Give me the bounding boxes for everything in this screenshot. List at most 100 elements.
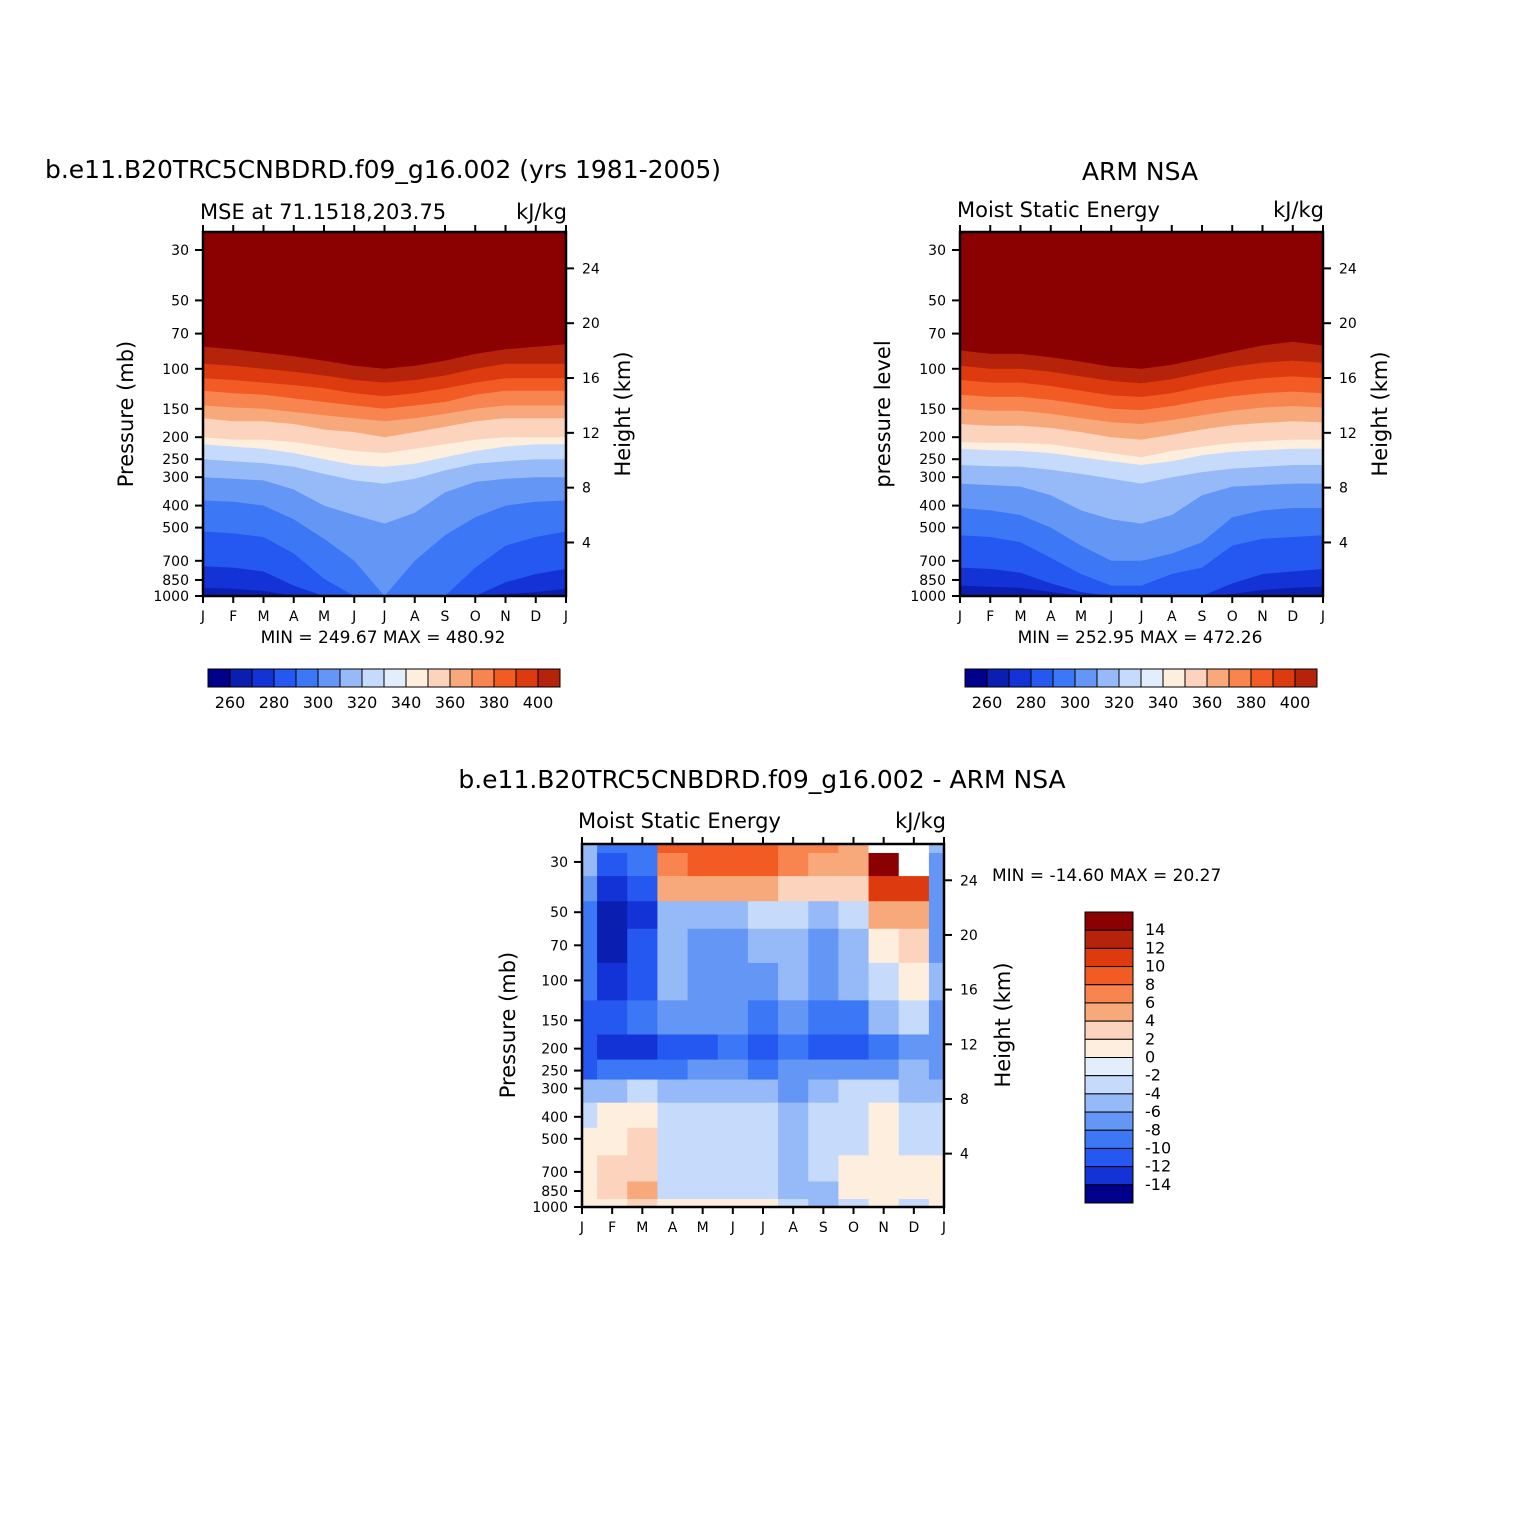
- panel-obs-colorbar-swatch: [1140, 668, 1164, 688]
- panel-diff-colorbar-swatch: [1084, 929, 1134, 949]
- panel-diff-colorbar-swatch: [1084, 1166, 1134, 1186]
- panel-model-ytick-label: 70: [171, 327, 189, 343]
- panel-model-ytick-label: 850: [162, 573, 189, 589]
- panel-obs-ytick-label: 700: [919, 554, 946, 570]
- panel-diff-cell: [747, 901, 779, 930]
- panel-diff-cell: [868, 1181, 900, 1200]
- panel-diff-cell: [582, 1127, 598, 1156]
- panel-diff-frame: [580, 842, 946, 1209]
- panel-diff-cell: [627, 844, 659, 854]
- panel-diff-cell: [868, 1102, 900, 1129]
- panel-obs-colorbar-label: 380: [1236, 693, 1267, 712]
- panel-model-xtick-label: J: [351, 609, 356, 625]
- panel-diff-colorbar-label: 12: [1145, 938, 1165, 957]
- panel-diff-cell: [808, 1155, 840, 1183]
- panel-obs-colorbar-swatch: [1184, 668, 1208, 688]
- panel-obs-colorbar-swatch: [1206, 668, 1230, 688]
- panel-model-colorbar-swatch: [383, 668, 407, 688]
- panel-diff-cell: [747, 1199, 779, 1208]
- panel-model-xtick-label: A: [410, 609, 420, 625]
- panel-diff-colorbar-label: 10: [1145, 957, 1165, 976]
- panel-obs-subtitle: Moist Static Energy: [957, 198, 1160, 222]
- panel-diff-xtick-label: A: [668, 1220, 678, 1236]
- panel-diff-cell: [778, 1102, 809, 1129]
- panel-diff-xtick-label: J: [760, 1220, 765, 1236]
- panel-diff-cell: [898, 901, 930, 930]
- panel-diff-cell: [657, 844, 689, 854]
- panel-diff-cell: [898, 1199, 930, 1208]
- panel-diff-ytick-label: 70: [550, 938, 568, 954]
- panel-model-colorbar-swatch: [207, 668, 231, 688]
- panel-model-ytick-label: 100: [162, 362, 189, 378]
- panel-diff-cell: [747, 928, 779, 964]
- panel-model-xtick-label: S: [441, 609, 450, 625]
- panel-diff-ytick-label: 300: [541, 1082, 568, 1098]
- panel-model-colorbar-swatch: [273, 668, 297, 688]
- panel-diff-cell: [928, 901, 945, 930]
- panel-obs-colorbar-label: 360: [1192, 693, 1223, 712]
- panel-diff-cell: [928, 1000, 945, 1036]
- panel-model-warm-band: [203, 232, 566, 354]
- panel-diff-cell: [928, 962, 945, 1001]
- panel-diff-cell: [597, 1102, 628, 1129]
- panel-diff-cell: [838, 1000, 870, 1036]
- panel-diff-colorbar-swatch: [1084, 911, 1134, 931]
- panel-diff-colorbar-swatch: [1084, 1057, 1134, 1077]
- panel-diff-cell: [657, 1034, 689, 1061]
- panel-diff-cell: [717, 1181, 749, 1200]
- panel-obs-xtick-label: F: [986, 609, 994, 625]
- panel-diff-ytick-right-label: 12: [960, 1037, 978, 1053]
- panel-diff-cell: [778, 1199, 809, 1208]
- panel-obs-colorbar-swatch: [1250, 668, 1274, 688]
- panel-diff-ytick-label: 250: [541, 1064, 568, 1080]
- panel-model-xtick-label: M: [318, 609, 330, 625]
- panel-diff-xtick-label: J: [941, 1220, 946, 1236]
- panel-diff-xtick-label: J: [579, 1220, 584, 1236]
- panel-diff-cell: [657, 1000, 689, 1036]
- panel-model-frame: [201, 230, 568, 598]
- panel-obs-colorbar: 260 280 300 320 340 360 380 400: [964, 668, 1318, 712]
- panel-diff-colorbar-swatch: [1084, 1038, 1134, 1058]
- panel-diff-cell: [582, 1102, 598, 1129]
- panel-diff-cell: [868, 1079, 900, 1104]
- panel-diff-cell: [778, 962, 809, 1001]
- panel-model-ytick-label: 200: [162, 430, 189, 446]
- panel-diff-ytick-right-label: 16: [960, 983, 978, 999]
- panel-obs-frame: [958, 230, 1325, 598]
- panel-diff-colorbar-swatch: [1084, 1147, 1134, 1168]
- panel-diff-cell: [838, 1127, 870, 1156]
- panel-diff-colorbar-label: -6: [1145, 1102, 1161, 1121]
- panel-model-colorbar-swatch: [339, 668, 363, 688]
- panel-diff-cell: [687, 1034, 719, 1061]
- panel-diff-xtick-label: J: [730, 1220, 735, 1236]
- panel-diff-cell: [898, 852, 930, 877]
- panel-model-ytick-right-label: 4: [582, 535, 591, 551]
- panel-model-colorbar-label: 260: [215, 693, 246, 712]
- panel-model-colorbar-label: 400: [523, 693, 554, 712]
- panel-diff-cell: [582, 1155, 598, 1183]
- panel-model-colorbar-label: 380: [479, 693, 510, 712]
- panel-diff-cell: [597, 1000, 628, 1036]
- panel-model-colorbar-swatch: [317, 668, 341, 688]
- panel-obs-ytick-right-label: 20: [1339, 316, 1357, 332]
- panel-diff-cell: [597, 1034, 628, 1061]
- panel-diff-cell: [808, 1127, 840, 1156]
- panel-diff-units: kJ/kg: [895, 809, 946, 833]
- panel-diff-cell: [747, 962, 779, 1001]
- panel-obs-ylabel: pressure level: [871, 340, 895, 487]
- panel-diff-cell: [657, 962, 689, 1001]
- panel-diff-colorbar-swatch: [1084, 1020, 1134, 1040]
- panel-diff-cell: [582, 1059, 598, 1081]
- panel-diff-cell: [627, 1199, 659, 1208]
- panel-obs-ytick-label: 30: [928, 243, 946, 259]
- panel-diff-cell: [747, 1127, 779, 1156]
- panel-diff-cell: [717, 844, 749, 854]
- panel-diff-cell: [808, 1034, 840, 1061]
- panel-diff-cell: [868, 901, 900, 930]
- panel-obs-ytick-label: 500: [919, 521, 946, 537]
- panel-diff-cell: [582, 901, 598, 930]
- panel-diff-cell: [597, 1127, 628, 1156]
- panel-diff-cell: [868, 928, 900, 964]
- panel-model-ytick-right-label: 16: [582, 371, 600, 387]
- panel-obs-ytick-label: 150: [919, 402, 946, 418]
